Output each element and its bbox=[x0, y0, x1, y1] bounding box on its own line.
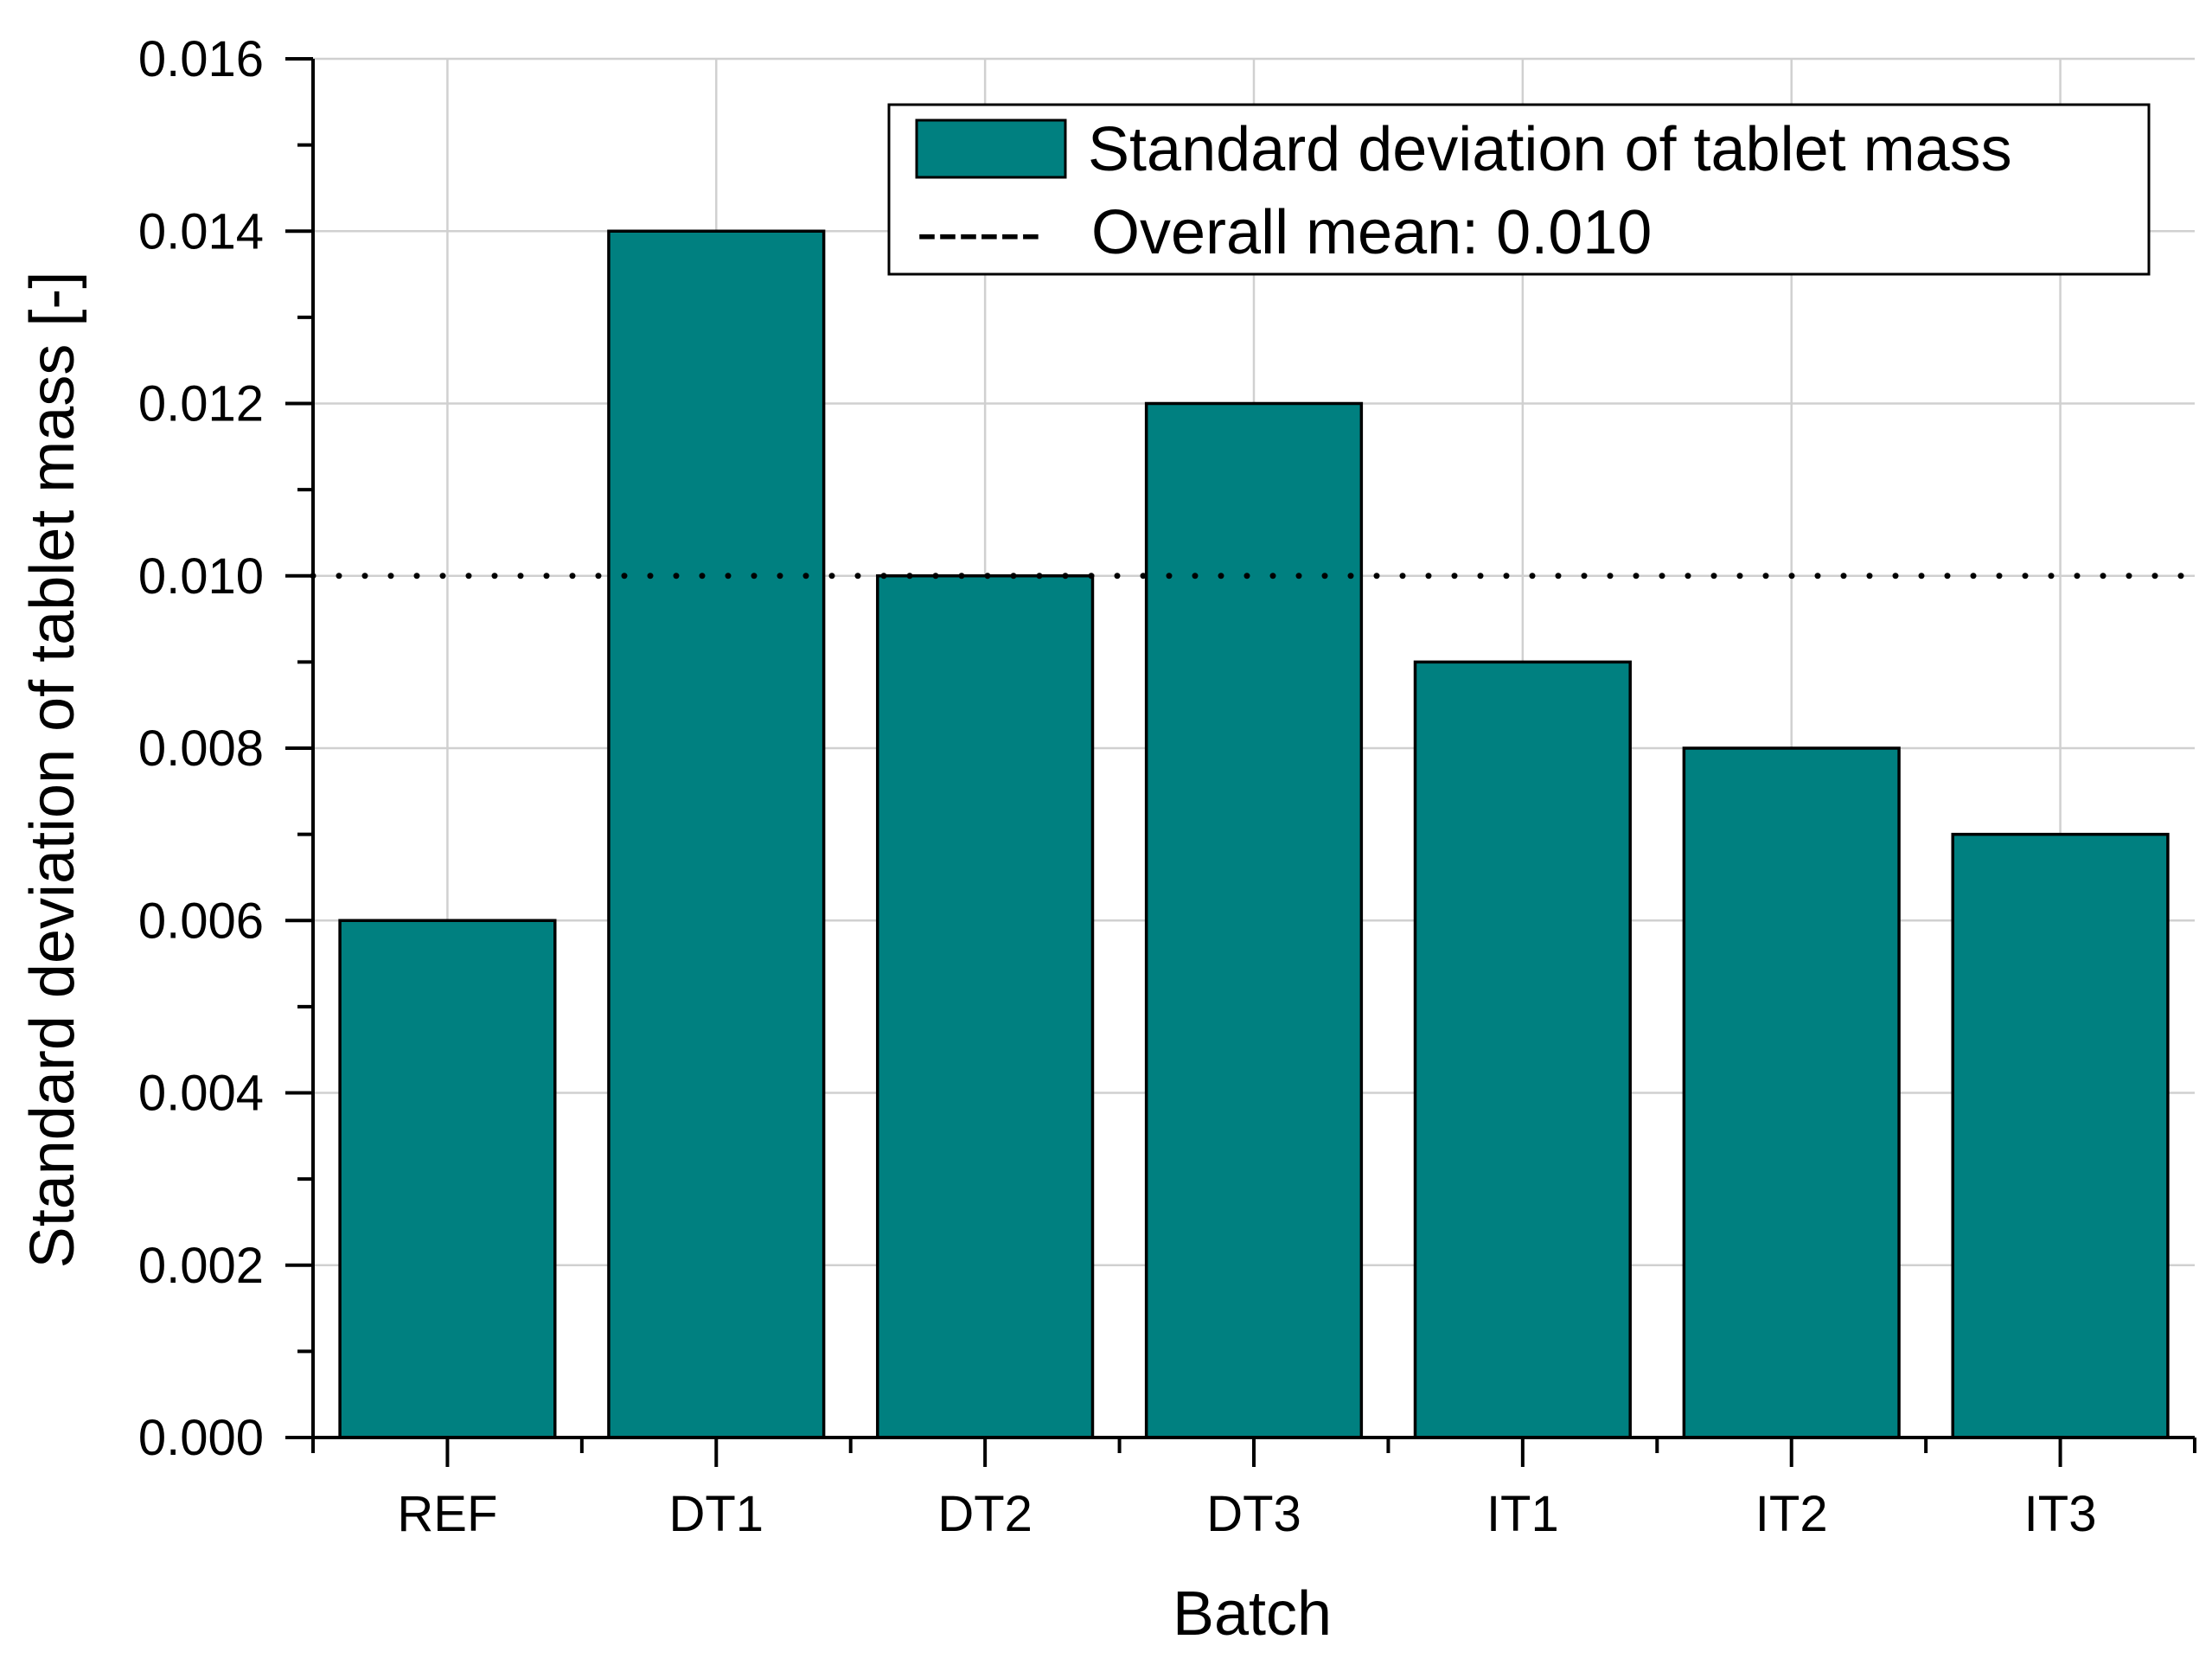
legend-label-mean: Overall mean: 0.010 bbox=[1091, 198, 1652, 267]
bar-it1 bbox=[1413, 660, 1632, 1439]
legend-box bbox=[887, 103, 2151, 276]
bar-it3 bbox=[1951, 832, 2170, 1439]
x-tick-label: IT2 bbox=[1755, 1486, 1828, 1542]
bar-dt2 bbox=[876, 574, 1095, 1439]
y-tick-label: 0.008 bbox=[138, 720, 264, 777]
x-tick-label: REF bbox=[397, 1486, 497, 1542]
legend-line-glyph: ------ bbox=[917, 198, 1041, 267]
x-tick-label: DT3 bbox=[1206, 1486, 1301, 1542]
x-tick-label: IT3 bbox=[2024, 1486, 2097, 1542]
legend-label-bars: Standard deviation of tablet mass bbox=[1088, 115, 2012, 184]
bar-dt1 bbox=[607, 229, 826, 1439]
y-tick-label: 0.006 bbox=[138, 893, 264, 949]
y-tick-label: 0.000 bbox=[138, 1410, 264, 1466]
legend: Standard deviation of tablet mass ------… bbox=[887, 103, 2151, 276]
bar-it2 bbox=[1682, 746, 1901, 1439]
legend-swatch-bar bbox=[915, 118, 1067, 179]
y-tick-label: 0.012 bbox=[138, 376, 264, 432]
y-axis-title: Standard deviation of tablet mass [-] bbox=[18, 272, 87, 1269]
y-tick-label: 0.014 bbox=[138, 203, 264, 259]
y-tick-label: 0.002 bbox=[138, 1238, 264, 1294]
y-tick-label: 0.010 bbox=[138, 548, 264, 605]
bars bbox=[338, 229, 2170, 1439]
x-tick-label: DT1 bbox=[668, 1486, 764, 1542]
y-axis-ticks: 0.000 0.002 0.004 0.006 0.008 0.010 0.012 0.014… bbox=[138, 31, 313, 1466]
bar-dt3 bbox=[1144, 401, 1364, 1439]
x-tick-label: IT1 bbox=[1486, 1486, 1559, 1542]
x-tick-label: DT2 bbox=[937, 1486, 1032, 1542]
bar-ref bbox=[338, 919, 557, 1439]
y-tick-label: 0.004 bbox=[138, 1066, 264, 1122]
y-tick-label: 0.016 bbox=[138, 31, 264, 87]
x-axis-title: Batch bbox=[1173, 1579, 1332, 1649]
x-axis-ticks: REF DT1 DT2 DT3 IT1 IT2 IT3 bbox=[311, 1438, 2196, 1542]
